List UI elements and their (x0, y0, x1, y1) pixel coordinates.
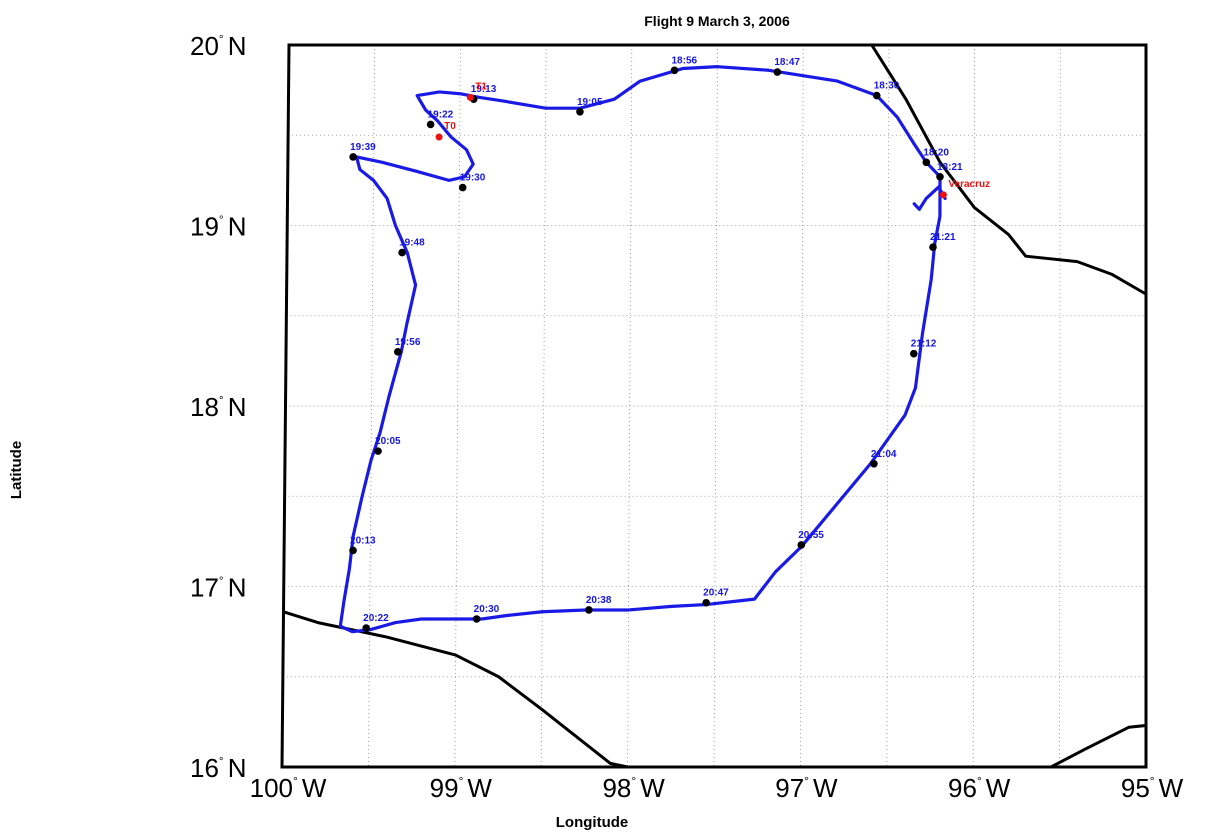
time-marker-label: 19:39 (350, 142, 376, 153)
time-marker-dot (349, 153, 357, 161)
time-marker-dot (922, 158, 931, 167)
map-border (280, 43, 1148, 769)
longitude-tick-labels: 100° W 99° W 98° W 97° W 96° W 95° W (250, 773, 1184, 803)
time-marker-label: 18:21 (937, 162, 963, 173)
time-marker-dot (936, 172, 944, 181)
meridian-gridline (368, 44, 376, 768)
longitude-tick-label: 99° W (430, 773, 493, 803)
time-marker-dot (472, 615, 481, 623)
map-title: Flight 9 March 3, 2006 (644, 13, 790, 29)
time-marker-label: 21:21 (930, 232, 956, 243)
time-marker-label: 20:13 (350, 535, 376, 546)
time-marker-dot (349, 546, 357, 555)
longitude-tick-label: 96° W (948, 773, 1011, 803)
site-markers: T0 T1 Veracruz (435, 81, 990, 199)
time-marker-label: 18:20 (923, 147, 949, 158)
time-marker-label: 19:48 (399, 238, 425, 249)
latitude-tick-label: 19° N (190, 212, 247, 242)
time-marker-label: 21:12 (911, 339, 937, 350)
time-marker-dot (426, 120, 435, 129)
time-marker-dot (670, 66, 679, 75)
latitude-tick-label: 17° N (190, 573, 247, 603)
time-marker-label: 19:05 (577, 97, 603, 108)
time-markers: 18:30 18:47 18:56 19:05 19:13 19:22 19:30 19:39… (349, 55, 963, 632)
time-marker-dot (929, 243, 937, 251)
time-marker-dot (872, 91, 881, 100)
longitude-tick-label: 98° W (602, 773, 665, 803)
coastline (870, 44, 1147, 296)
meridian-gridline (800, 44, 804, 768)
time-marker-dot (576, 107, 584, 116)
coastline (1050, 723, 1147, 769)
site-marker-label: T1 (475, 81, 487, 92)
meridian-gridline (627, 44, 633, 768)
time-marker-label: 19:56 (395, 337, 421, 348)
time-marker-label: 21:04 (871, 449, 897, 460)
time-marker-dot (585, 606, 593, 614)
meridian-gridline (713, 44, 718, 768)
meridian-gridline (886, 44, 890, 768)
time-marker-dot (870, 459, 878, 468)
y-axis-label: Latitude (8, 441, 25, 499)
time-marker-dot (398, 248, 406, 257)
meridian-gridline (540, 44, 547, 768)
site-marker-label: T0 (444, 121, 456, 132)
x-axis-label: Longitude (556, 814, 628, 831)
time-marker-label: 20:38 (586, 595, 612, 606)
time-marker-label: 19:13 (471, 84, 497, 95)
time-marker-dot (394, 348, 402, 356)
time-marker-dot (362, 624, 370, 632)
time-marker-label: 18:30 (874, 81, 900, 92)
map-frame (280, 43, 1148, 769)
time-marker-label: 18:56 (672, 55, 698, 66)
flight-track (338, 65, 947, 634)
site-marker-label: Veracruz (948, 179, 990, 190)
meridian-gridline (972, 44, 975, 768)
time-marker-label: 18:47 (774, 57, 800, 68)
time-marker-label: 19:30 (460, 173, 486, 184)
meridian-gridline (454, 44, 461, 768)
site-marker-dot (466, 93, 474, 101)
latitude-tick-labels: 20° N 19° N 18° N 17° N 16° N (190, 31, 247, 783)
time-marker-dot (702, 598, 710, 607)
time-marker-dot (773, 68, 782, 76)
time-marker-label: 20:47 (703, 588, 729, 599)
time-marker-label: 20:55 (798, 530, 824, 541)
latitude-tick-label: 16° N (190, 753, 247, 783)
site-marker-dot (435, 133, 443, 141)
time-marker-dot (458, 183, 467, 192)
longitude-tick-label: 95° W (1121, 773, 1184, 803)
latitude-tick-label: 18° N (190, 392, 247, 422)
flight-track-line (338, 65, 947, 634)
latitude-tick-label: 20° N (190, 31, 247, 61)
site-marker-dot (939, 191, 947, 199)
longitude-tick-label: 97° W (775, 773, 838, 803)
gridlines (282, 44, 1146, 768)
time-marker-dot (910, 349, 918, 358)
meridian-gridline (1059, 44, 1061, 768)
time-marker-dot (797, 541, 806, 549)
time-marker-label: 20:05 (375, 436, 401, 447)
time-marker-label: 20:22 (363, 613, 389, 624)
longitude-tick-label: 100° W (250, 773, 327, 803)
time-marker-label: 19:22 (428, 109, 454, 120)
time-marker-label: 20:30 (474, 604, 500, 615)
time-marker-dot (374, 447, 382, 455)
